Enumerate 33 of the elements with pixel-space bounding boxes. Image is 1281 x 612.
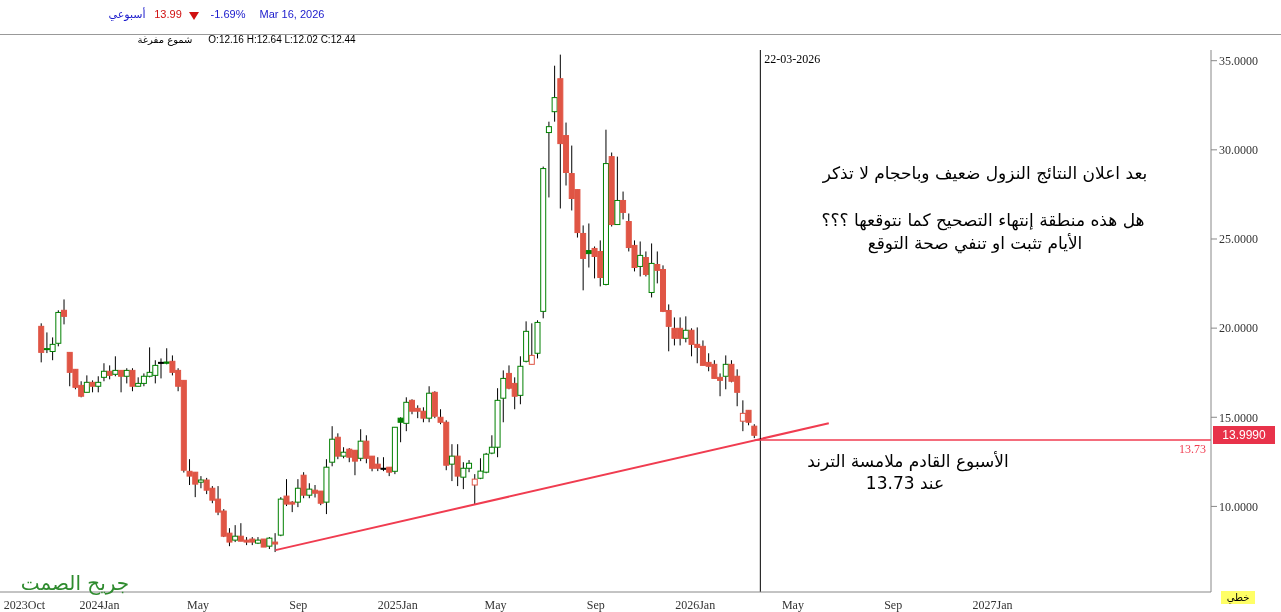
y-tick-label: 20.0000 (1219, 321, 1258, 336)
x-tick-label: 2023Oct (3, 597, 46, 612)
x-tick-label: 2024Jan (79, 597, 120, 612)
x-tick-label: May (484, 597, 507, 612)
y-tick-label: 35.0000 (1219, 53, 1258, 68)
annotation: هل هذه منطقة إنتهاء التصحيح كما نتوقعها ؟؟؟ (821, 210, 1145, 230)
x-tick-label: Sep (884, 597, 903, 612)
y-tick-label: 15.0000 (1219, 410, 1258, 425)
x-tick-label: 2027Jan (972, 597, 1013, 612)
text: شموع مفرغة (137, 34, 193, 45)
x-tick-label: 2025Jan (377, 597, 418, 612)
text: Mar 16, 2026 (259, 8, 325, 20)
annotation: بعد اعلان النتائج النزول ضعيف وباحجام لا تذكر (822, 163, 1148, 183)
x-tick-label: May (781, 597, 804, 612)
y-tick-label: 25.0000 (1219, 232, 1258, 247)
text: 13.99 (154, 8, 182, 20)
annotation: الأسبوع القادم ملامسة الترند (807, 451, 1009, 471)
annotation: عند 13.73 (865, 473, 945, 493)
x-tick-label: Sep (289, 597, 308, 612)
x-tick-label: Sep (586, 597, 605, 612)
text: 13.9990 (1213, 426, 1275, 445)
text: O:12.16 H:12.64 L:12.02 C:12.44 (208, 34, 356, 45)
annotation: الأيام تثبت او تنفي صحة التوقع (867, 233, 1083, 253)
text: -1.69% (210, 8, 246, 20)
y-tick-label: 10.0000 (1219, 499, 1258, 514)
y-tick-label: 30.0000 (1219, 143, 1258, 158)
ref-line-label: 13.73 (1179, 442, 1206, 457)
text: خطي (1220, 591, 1256, 604)
annotation: جريح الصمت (20, 571, 130, 595)
text: أسبوعي (108, 8, 146, 21)
ref-line-label: 22-03-2026 (764, 51, 821, 66)
x-tick-label: May (187, 597, 210, 612)
x-tick-label: 2026Jan (675, 597, 716, 612)
